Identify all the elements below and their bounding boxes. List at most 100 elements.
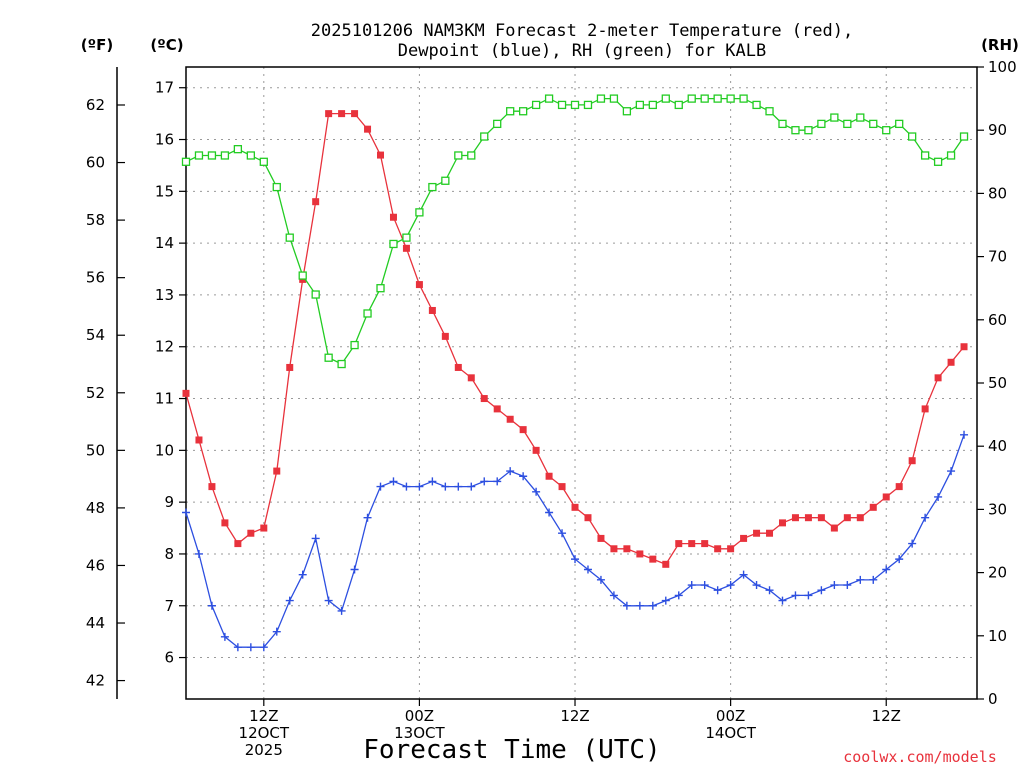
rh-point	[337, 359, 346, 369]
dewpoint-point	[532, 487, 541, 496]
fahrenheit-tick-label: 50	[86, 441, 105, 459]
dewpoint-point	[726, 581, 735, 590]
temperature-point	[908, 457, 916, 465]
dewpoint-point	[545, 508, 554, 517]
rh-point	[869, 119, 878, 129]
dewpoint-point	[739, 570, 748, 579]
rh-point	[350, 340, 359, 350]
dewpoint-point	[648, 601, 657, 610]
rh-point	[635, 100, 645, 110]
temperature-point	[506, 415, 514, 423]
dewpoint-point	[454, 482, 463, 491]
rh-tick-label: 60	[988, 311, 1007, 329]
time-tick-label: 00Z	[716, 707, 745, 725]
temperature-point	[558, 483, 566, 491]
dewpoint-point	[804, 591, 813, 600]
dewpoint-point	[960, 430, 969, 439]
rh-point	[389, 239, 398, 249]
rh-point	[778, 119, 787, 129]
dewpoint-point	[389, 477, 398, 486]
temperature-point	[364, 125, 372, 133]
dewpoint-point	[415, 482, 424, 491]
dewpoint-point	[571, 555, 580, 564]
celsius-tick-label: 13	[155, 286, 174, 304]
celsius-tick-label: 10	[155, 441, 174, 459]
rh-point	[674, 100, 683, 110]
fahrenheit-tick-label: 60	[86, 154, 105, 172]
rh-point	[324, 353, 333, 362]
dewpoint-point	[480, 477, 489, 486]
rh-point	[557, 100, 567, 110]
temperature-point	[830, 524, 838, 532]
temperature-point	[649, 555, 657, 563]
rh-point	[544, 94, 554, 103]
rh-point	[220, 151, 230, 160]
dewpoint-point	[921, 513, 930, 522]
title-line-1: 2025101206 NAM3KM Forecast 2-meter Tempe…	[311, 21, 853, 41]
dewpoint-point	[194, 549, 203, 558]
temperature-point	[817, 514, 825, 522]
rh-point	[207, 151, 217, 160]
temperature-point	[753, 529, 761, 537]
dewpoint-point	[337, 606, 346, 615]
dewpoint-point	[298, 570, 307, 579]
dewpoint-point	[752, 581, 761, 590]
temperature-point	[545, 472, 553, 480]
gridlines	[186, 67, 977, 699]
rh-point	[531, 100, 541, 110]
dewpoint-point	[493, 477, 502, 486]
temperature-point	[740, 534, 748, 542]
series	[181, 94, 969, 652]
dewpoint-point	[363, 513, 372, 522]
temperature-point	[791, 514, 799, 522]
rh-point	[493, 119, 502, 129]
rh-point	[830, 113, 839, 122]
rh-tick-label: 90	[988, 121, 1007, 139]
celsius-unit-label: (ºC)	[150, 36, 183, 54]
temperature-point	[701, 540, 709, 548]
rh-tick-label: 20	[988, 564, 1007, 582]
rh-point	[804, 126, 813, 135]
dewpoint-point	[700, 581, 709, 590]
rh-point	[246, 151, 255, 160]
fahrenheit-tick-label: 44	[86, 614, 105, 632]
rh-point	[856, 113, 865, 122]
rh-point	[920, 151, 930, 160]
temperature-point	[843, 514, 851, 522]
time-tick-label: 12Z	[249, 707, 278, 725]
dewpoint-point	[622, 601, 631, 610]
temperature-point	[584, 514, 592, 522]
celsius-tick-label: 11	[155, 390, 174, 408]
temperature-point	[532, 446, 540, 454]
axes: 6 7 8 9 10 11 12 13 14 15 16 17 42 44 46 48 50 52 54 56 58 60…	[86, 58, 1017, 759]
temperature-point	[688, 540, 696, 548]
dewpoint-point	[220, 632, 229, 641]
rh-tick-label: 40	[988, 437, 1007, 455]
celsius-tick-label: 15	[155, 182, 174, 200]
rh-point	[285, 233, 294, 242]
rh-point	[752, 100, 761, 110]
rh-tick-label: 100	[988, 58, 1017, 76]
fahrenheit-tick-label: 56	[86, 269, 105, 287]
temperature-point	[610, 545, 618, 553]
rh-tick-label: 70	[988, 248, 1007, 266]
temperature-point	[960, 343, 968, 351]
temperature-point	[804, 514, 812, 522]
rh-point	[882, 126, 891, 135]
dewpoint-point	[558, 529, 567, 538]
fahrenheit-tick-label: 52	[86, 384, 105, 402]
rh-point	[791, 126, 800, 135]
rh-tick-label: 10	[988, 627, 1007, 645]
temperature-point	[402, 244, 410, 252]
temperature-line	[185, 112, 965, 566]
temperature-point	[467, 374, 475, 382]
dewpoint-point	[635, 601, 644, 610]
temperature-point	[338, 110, 346, 118]
rh-point	[739, 94, 748, 103]
dewpoint-point	[350, 565, 359, 574]
dewpoint-point	[311, 534, 320, 543]
dewpoint-point	[817, 586, 826, 595]
temperature-point	[714, 545, 722, 553]
celsius-tick-label: 6	[164, 649, 174, 667]
